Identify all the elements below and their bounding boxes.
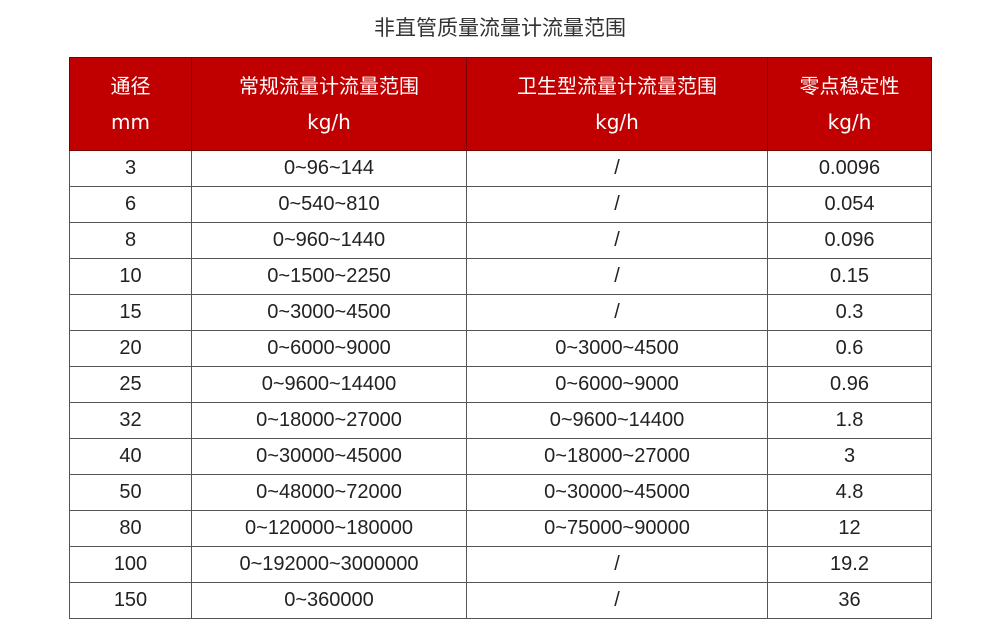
cell-sanitary-range: 0~75000~90000 [466, 510, 768, 547]
table-row: 80 0~120000~180000 0~75000~90000 12 [69, 510, 932, 547]
cell-sanitary-range: / [466, 582, 768, 619]
table-header-row: 通径 mm 常规流量计流量范围 kg/h 卫生型流量计流量范围 kg/h 零点稳定性 k… [69, 57, 932, 151]
header-diameter: 通径 mm [69, 57, 192, 151]
cell-sanitary-range: 0~9600~14400 [466, 402, 768, 439]
cell-diameter: 8 [69, 222, 192, 259]
cell-standard-range: 0~1500~2250 [191, 258, 467, 295]
cell-zero-stability: 0.15 [767, 258, 932, 295]
cell-zero-stability: 19.2 [767, 546, 932, 583]
cell-sanitary-range: / [466, 258, 768, 295]
cell-standard-range: 0~192000~3000000 [191, 546, 467, 583]
header-sanitary-range: 卫生型流量计流量范围 kg/h [466, 57, 768, 151]
cell-diameter: 100 [69, 546, 192, 583]
cell-zero-stability: 12 [767, 510, 932, 547]
cell-zero-stability: 0.0096 [767, 150, 932, 187]
cell-standard-range: 0~18000~27000 [191, 402, 467, 439]
cell-standard-range: 0~96~144 [191, 150, 467, 187]
cell-standard-range: 0~120000~180000 [191, 510, 467, 547]
header-unit: kg/h [307, 110, 351, 134]
header-label: 通径 [110, 74, 151, 98]
cell-zero-stability: 0.3 [767, 294, 932, 331]
table-row: 6 0~540~810/0.054 [69, 186, 932, 223]
cell-sanitary-range: 0~6000~9000 [466, 366, 768, 403]
table-row: 32 0~18000~27000 0~9600~14400 1.8 [69, 402, 932, 439]
cell-sanitary-range: / [466, 150, 768, 187]
cell-sanitary-range: 0~30000~45000 [466, 474, 768, 511]
table-row: 8 0~960~1440/0.096 [69, 222, 932, 259]
cell-sanitary-range: 0~18000~27000 [466, 438, 768, 475]
cell-diameter: 20 [69, 330, 192, 367]
table-row: 10 0~1500~2250/0.15 [69, 258, 932, 295]
cell-diameter: 32 [69, 402, 192, 439]
table-row: 25 0~9600~14400 0~6000~9000 0.96 [69, 366, 932, 403]
cell-sanitary-range: 0~3000~4500 [466, 330, 768, 367]
cell-diameter: 15 [69, 294, 192, 331]
cell-diameter: 80 [69, 510, 192, 547]
cell-diameter: 50 [69, 474, 192, 511]
cell-diameter: 40 [69, 438, 192, 475]
cell-zero-stability: 0.096 [767, 222, 932, 259]
cell-zero-stability: 0.6 [767, 330, 932, 367]
cell-sanitary-range: / [466, 186, 768, 223]
cell-diameter: 150 [69, 582, 192, 619]
header-label: 零点稳定性 [799, 74, 900, 98]
cell-sanitary-range: / [466, 222, 768, 259]
cell-diameter: 10 [69, 258, 192, 295]
header-label: 常规流量计流量范围 [239, 74, 419, 98]
cell-zero-stability: 4.8 [767, 474, 932, 511]
header-standard-range: 常规流量计流量范围 kg/h [191, 57, 467, 151]
cell-zero-stability: 3 [767, 438, 932, 475]
table-row: 20 0~6000~9000 0~3000~4500 0.6 [69, 330, 932, 367]
table-row: 40 0~30000~45000 0~18000~27000 3 [69, 438, 932, 475]
cell-diameter: 6 [69, 186, 192, 223]
cell-standard-range: 0~3000~4500 [191, 294, 467, 331]
cell-zero-stability: 0.96 [767, 366, 932, 403]
cell-standard-range: 0~48000~72000 [191, 474, 467, 511]
cell-zero-stability: 0.054 [767, 186, 932, 223]
table-row: 100 0~192000~3000000/19.2 [69, 546, 932, 583]
header-unit: kg/h [827, 110, 872, 134]
table-row: 3 0~96~144/0.0096 [69, 150, 932, 187]
header-label: 卫生型流量计流量范围 [517, 74, 717, 98]
cell-diameter: 25 [69, 366, 192, 403]
cell-diameter: 3 [69, 150, 192, 187]
cell-standard-range: 0~360000 [191, 582, 467, 619]
flow-range-table: 通径 mm 常规流量计流量范围 kg/h 卫生型流量计流量范围 kg/h 零点稳定性 k… [69, 57, 932, 619]
cell-zero-stability: 1.8 [767, 402, 932, 439]
header-unit: mm [111, 110, 150, 134]
cell-standard-range: 0~9600~14400 [191, 366, 467, 403]
table-row: 150 0~360000/36 [69, 582, 932, 619]
cell-standard-range: 0~30000~45000 [191, 438, 467, 475]
table-row: 50 0~48000~72000 0~30000~45000 4.8 [69, 474, 932, 511]
cell-standard-range: 0~960~1440 [191, 222, 467, 259]
cell-standard-range: 0~6000~9000 [191, 330, 467, 367]
table-row: 15 0~3000~4500/0.3 [69, 294, 932, 331]
cell-sanitary-range: / [466, 546, 768, 583]
cell-zero-stability: 36 [767, 582, 932, 619]
page-title: 非直管质量流量计流量范围 [374, 16, 626, 40]
cell-standard-range: 0~540~810 [191, 186, 467, 223]
header-unit: kg/h [595, 110, 639, 134]
header-zero-stability: 零点稳定性 kg/h [767, 57, 932, 151]
cell-sanitary-range: / [466, 294, 768, 331]
